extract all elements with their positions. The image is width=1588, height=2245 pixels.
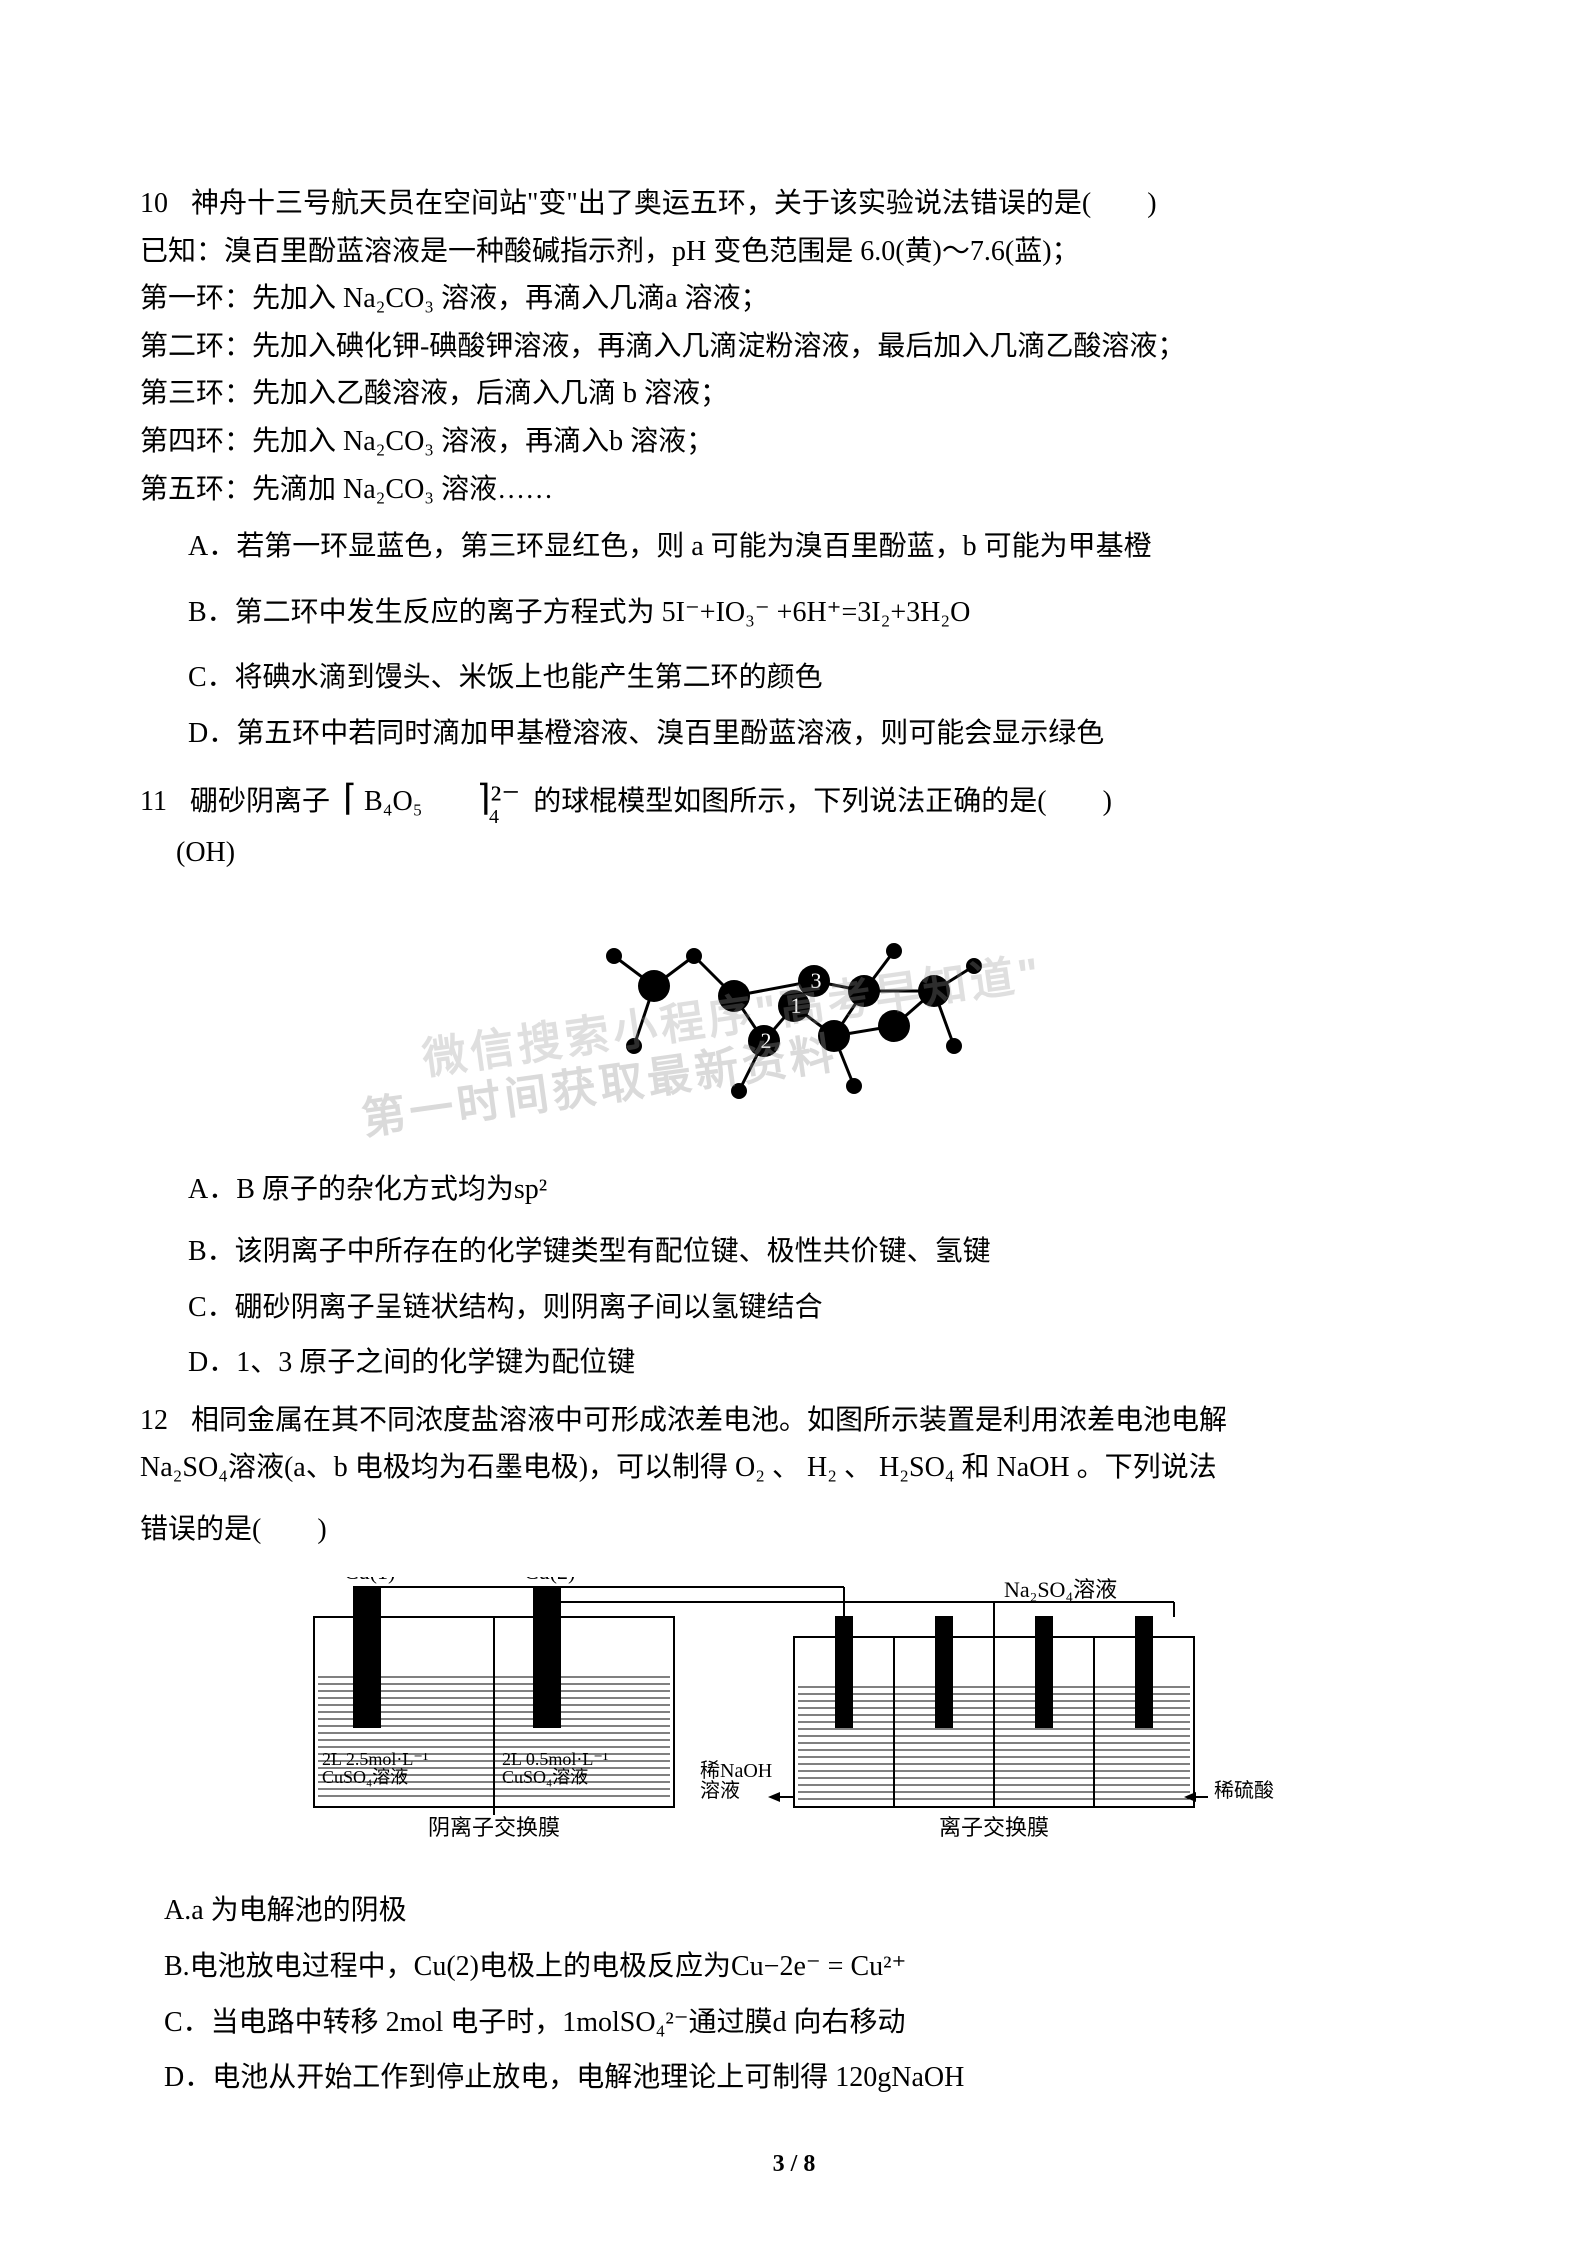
q12-optC: C．当电路中转移 2mol 电子时，1molSO₄²⁻通过膜d 向右移动 <box>164 1999 1448 2047</box>
page-footer: 3 / 8 <box>0 2144 1588 2185</box>
svg-text:b: b <box>1139 1664 1149 1686</box>
q11-formula: ⌈ B₄O₅ ⌉²⁻ 4 <box>337 768 526 829</box>
q11-formula-line2: (OH) <box>140 829 1448 877</box>
svg-text:稀NaOH溶液: 稀NaOH溶液 <box>700 1759 772 1802</box>
q10-optC: C．将碘水滴到馒头、米饭上也能产生第二环的颜色 <box>188 654 1448 702</box>
q11-stem-pre: 硼砂阴离子 <box>190 786 330 817</box>
q12-stem2b: O₂ 、 H₂ 、 H₂SO₄ 和 NaOH 。下列说法 <box>735 1452 1217 1483</box>
q12-optD: D．电池从开始工作到停止放电，电解池理论上可制得 120gNaOH <box>164 2054 1448 2102</box>
q12-number: 12 <box>140 1405 168 1436</box>
q10-known: 已知：溴百里酚蓝溶液是一种酸碱指示剂，pH 变色范围是 6.0(黄)～7.6(蓝… <box>140 228 1448 276</box>
q12-optB: B.电池放电过程中，Cu(2)电极上的电极反应为Cu−2e⁻ = Cu²⁺ <box>164 1943 1448 1991</box>
q10-optA: A．若第一环显蓝色，第三环显红色，则 a 可能为溴百里酚蓝，b 可能为甲基橙 <box>188 523 1448 571</box>
svg-text:a: a <box>840 1664 849 1686</box>
svg-text:Cu(2): Cu(2) <box>524 1577 575 1584</box>
q10-ring2: 第二环：先加入碘化钾-碘酸钾溶液，再滴入几滴淀粉溶液，最后加入几滴乙酸溶液； <box>140 323 1448 371</box>
svg-text:Na₂SO₄溶液: Na₂SO₄溶液 <box>1004 1577 1117 1602</box>
q11-optD: D．1、3 原子之间的化学键为配位键 <box>188 1339 1448 1387</box>
q12-figure: Cu(1) Cu(2) 2L 2.5mol·L⁻¹CuSO₄溶液 2L 0.5mol·… <box>294 1577 1294 1877</box>
q10-ring5: 第五环：先滴加 Na₂CO₃ 溶液…… <box>140 466 1448 514</box>
question-11: 11 硼砂阴离子 ⌈ B₄O₅ ⌉²⁻ 4 的球棍模型如图所示，下列说法正确的是… <box>140 768 1448 1387</box>
q11-number: 11 <box>140 786 167 817</box>
svg-text:c: c <box>940 1664 949 1686</box>
q10-optB: B．第二环中发生反应的离子方程式为 5I⁻+IO₃⁻ +6H⁺=3I₂+3H₂O <box>188 589 1448 637</box>
svg-text:稀硫酸: 稀硫酸 <box>1214 1779 1274 1802</box>
q10-ring1: 第一环：先加入 Na₂CO₃ 溶液，再滴入几滴a 溶液； <box>140 275 1448 323</box>
q10-stem: 神舟十三号航天员在空间站"变"出了奥运五环，关于该实验说法错误的是( ) <box>191 188 1157 219</box>
svg-text:2: 2 <box>761 1028 772 1053</box>
q11-optA: A．B 原子的杂化方式均为sp² <box>188 1166 1448 1214</box>
q10-optD: D．第五环中若同时滴加甲基橙溶液、溴百里酚蓝溶液，则可能会显示绿色 <box>188 710 1448 758</box>
q11-optC: C．硼砂阴离子呈链状结构，则阴离子间以氢键结合 <box>188 1284 1448 1332</box>
exam-page: 10 神舟十三号航天员在空间站"变"出了奥运五环，关于该实验说法错误的是( ) … <box>0 0 1588 2245</box>
question-12: 12 相同金属在其不同浓度盐溶液中可形成浓差电池。如图所示装置是利用浓差电池电解… <box>140 1397 1448 2102</box>
svg-text:1: 1 <box>791 993 802 1018</box>
q10-number: 10 <box>140 188 168 219</box>
svg-text:d: d <box>1039 1664 1049 1686</box>
svg-text:阴离子交换膜: 阴离子交换膜 <box>428 1815 560 1840</box>
svg-text:Cu(1): Cu(1) <box>344 1577 395 1584</box>
q12-optA: A.a 为电解池的阴极 <box>164 1887 1448 1935</box>
q11-optB: B．该阴离子中所存在的化学键类型有配位键、极性共价键、氢键 <box>188 1228 1448 1276</box>
q12-stem1: 相同金属在其不同浓度盐溶液中可形成浓差电池。如图所示装置是利用浓差电池电解 <box>191 1405 1227 1436</box>
svg-text:2L 2.5mol·L⁻¹CuSO₄溶液: 2L 2.5mol·L⁻¹CuSO₄溶液 <box>322 1749 428 1787</box>
q12-stem3: 错误的是( ) <box>140 1506 1448 1554</box>
svg-text:2L 0.5mol·L⁻¹CuSO₄溶液: 2L 0.5mol·L⁻¹CuSO₄溶液 <box>502 1749 608 1787</box>
svg-text:3: 3 <box>811 968 822 993</box>
q11-stem-post: 的球棍模型如图所示，下列说法正确的是( ) <box>533 786 1112 817</box>
q10-ring4: 第四环：先加入 Na₂CO₃ 溶液，再滴入b 溶液； <box>140 418 1448 466</box>
question-10: 10 神舟十三号航天员在空间站"变"出了奥运五环，关于该实验说法错误的是( ) … <box>140 180 1448 758</box>
q12-stem2a: Na₂SO₄溶液(a、b 电极均为石墨电极)，可以制得 <box>140 1452 728 1483</box>
q11-figure: 213 <box>534 896 1054 1156</box>
q10-ring3: 第三环：先加入乙酸溶液，后滴入几滴 b 溶液； <box>140 370 1448 418</box>
svg-text:离子交换膜: 离子交换膜 <box>939 1815 1049 1840</box>
